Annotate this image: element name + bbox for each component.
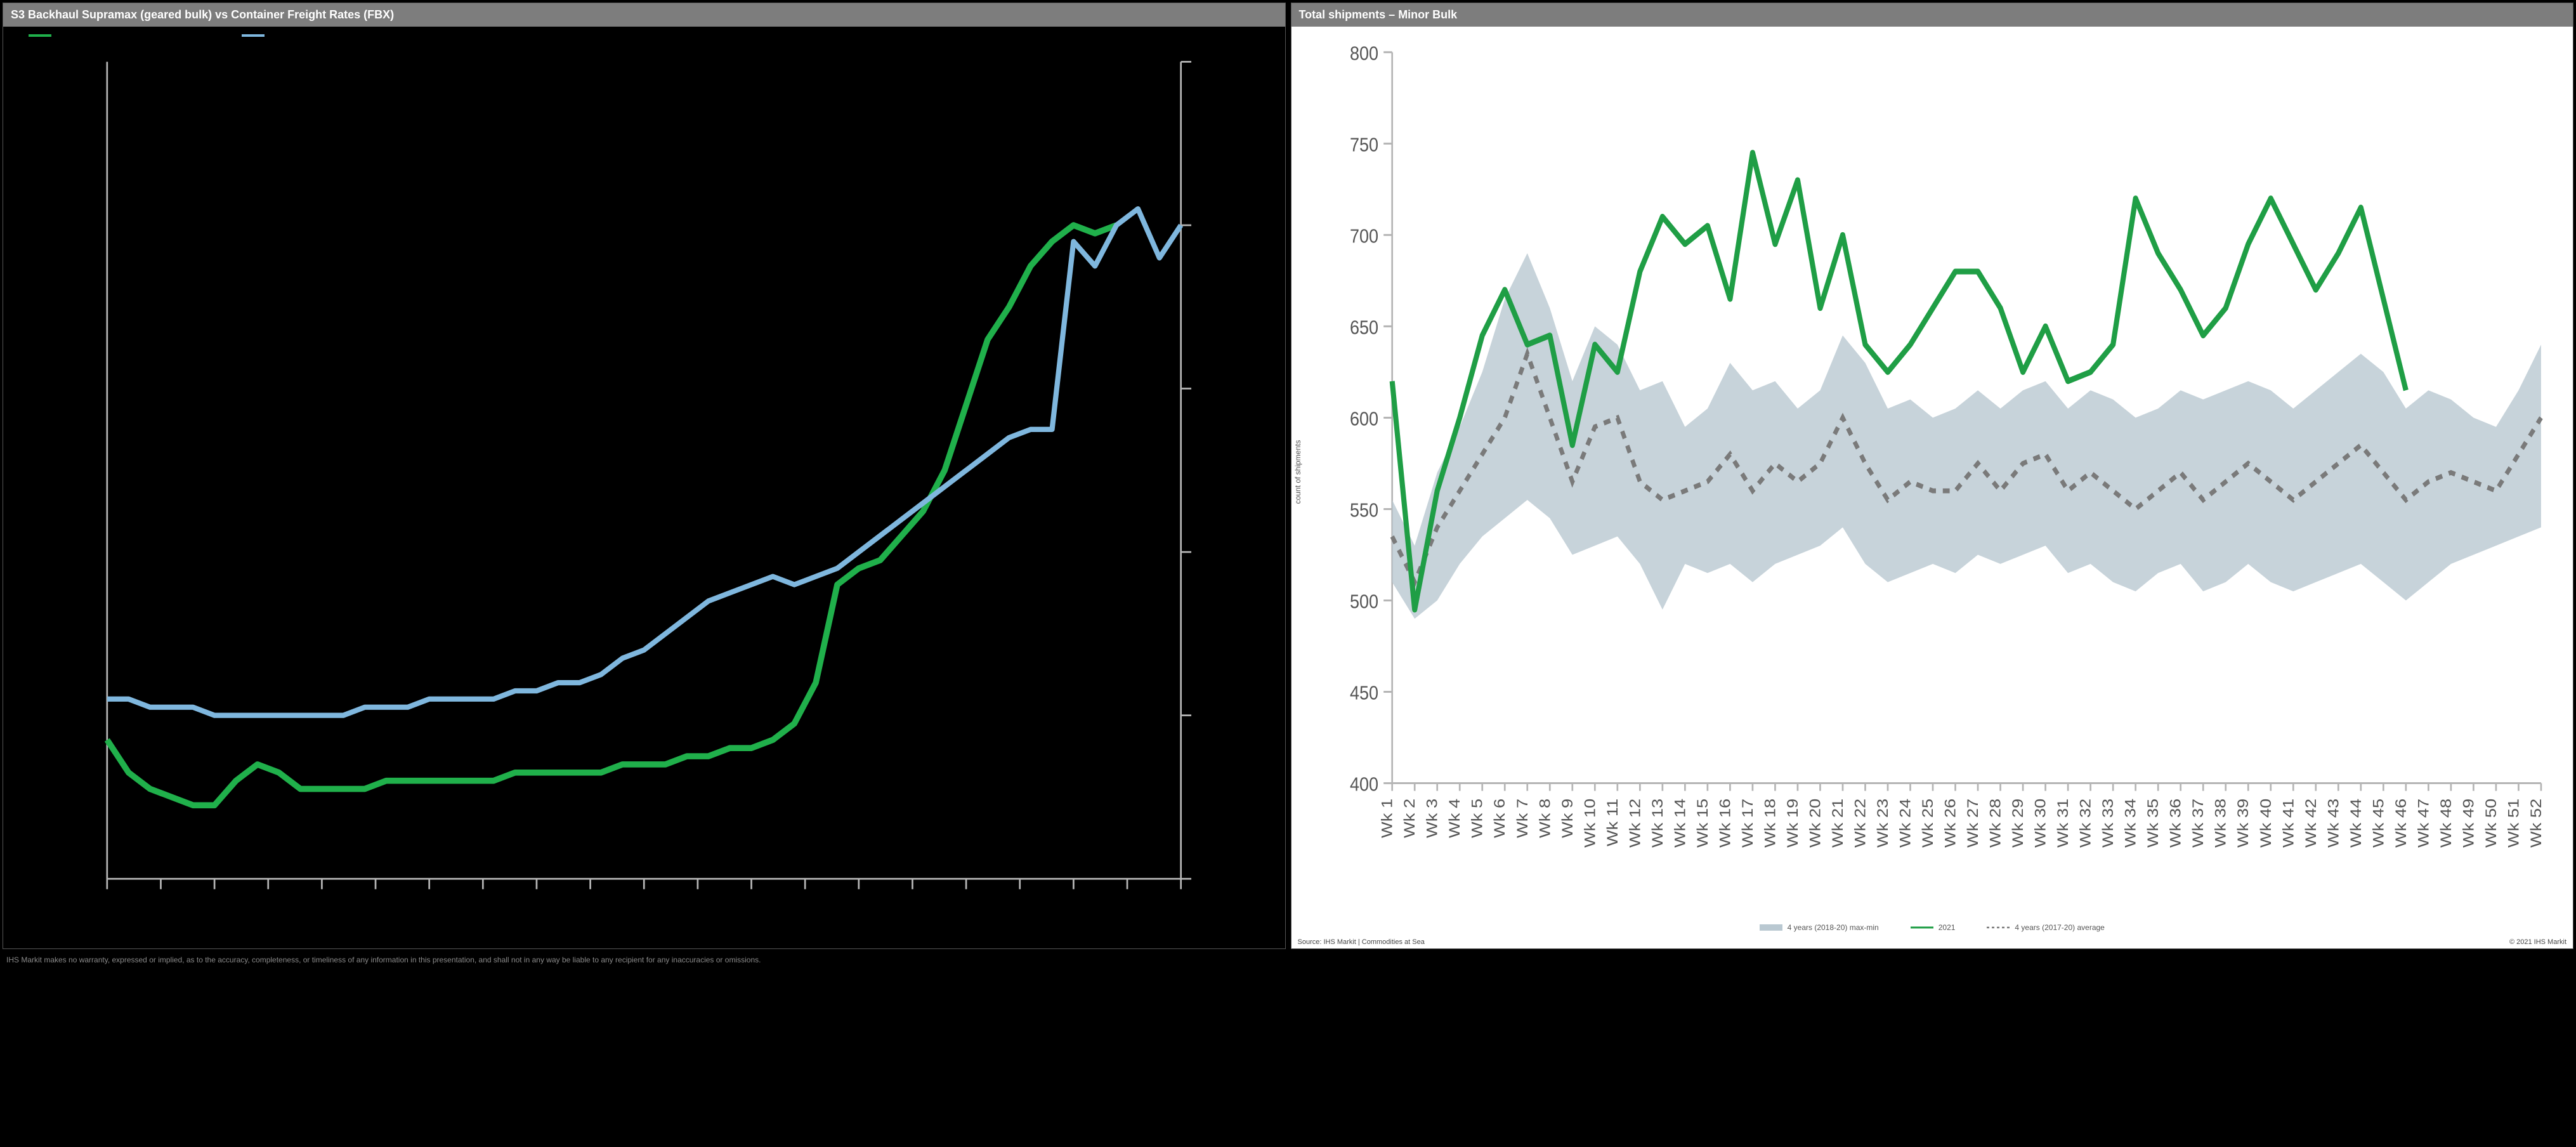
svg-text:Wk 19: Wk 19 bbox=[1784, 799, 1801, 848]
svg-text:Wk 41: Wk 41 bbox=[2280, 799, 2296, 848]
left-chart-svg bbox=[3, 44, 1285, 948]
svg-text:Wk 49: Wk 49 bbox=[2460, 799, 2476, 848]
svg-text:Wk 10: Wk 10 bbox=[1581, 799, 1598, 848]
svg-text:700: 700 bbox=[1349, 226, 1378, 247]
copyright-text: © 2021 IHS Markit bbox=[2509, 938, 2566, 946]
svg-text:Wk 45: Wk 45 bbox=[2370, 799, 2386, 848]
svg-text:Wk 15: Wk 15 bbox=[1694, 799, 1711, 848]
svg-text:Wk 50: Wk 50 bbox=[2483, 799, 2499, 848]
legend-swatch-supramax bbox=[29, 34, 51, 37]
svg-text:Wk 7: Wk 7 bbox=[1514, 799, 1531, 838]
svg-text:Wk 11: Wk 11 bbox=[1604, 799, 1621, 846]
svg-text:Wk 22: Wk 22 bbox=[1852, 799, 1868, 848]
svg-text:Wk 23: Wk 23 bbox=[1874, 799, 1891, 848]
svg-text:Wk 30: Wk 30 bbox=[2032, 799, 2048, 848]
svg-text:Wk 26: Wk 26 bbox=[1942, 799, 1958, 848]
legend-item-2021: 2021 bbox=[1911, 923, 1956, 932]
svg-text:Wk 5: Wk 5 bbox=[1469, 799, 1486, 838]
svg-text:Wk 8: Wk 8 bbox=[1536, 799, 1553, 838]
svg-text:Wk 31: Wk 31 bbox=[2055, 799, 2071, 848]
svg-text:Wk 9: Wk 9 bbox=[1559, 799, 1576, 838]
left-chart-area bbox=[3, 44, 1285, 948]
svg-text:Wk 16: Wk 16 bbox=[1716, 799, 1733, 848]
svg-text:Wk 35: Wk 35 bbox=[2145, 799, 2161, 848]
svg-text:600: 600 bbox=[1349, 409, 1378, 430]
svg-text:550: 550 bbox=[1349, 500, 1378, 521]
svg-text:Wk 47: Wk 47 bbox=[2415, 799, 2431, 848]
svg-text:Wk 4: Wk 4 bbox=[1446, 799, 1463, 838]
svg-text:Wk 40: Wk 40 bbox=[2258, 799, 2274, 848]
svg-text:Wk 2: Wk 2 bbox=[1401, 799, 1418, 838]
svg-text:Wk 52: Wk 52 bbox=[2528, 799, 2544, 848]
legend-item-avg: 4 years (2017-20) average bbox=[1987, 923, 2104, 932]
svg-text:Wk 44: Wk 44 bbox=[2348, 799, 2364, 848]
source-text: Source: IHS Markit | Commodities at Sea bbox=[1298, 938, 1425, 946]
legend-swatch-avg bbox=[1987, 923, 2010, 932]
svg-text:Wk 14: Wk 14 bbox=[1671, 799, 1688, 848]
svg-text:Wk 27: Wk 27 bbox=[1965, 799, 1981, 848]
right-title: Total shipments – Minor Bulk bbox=[1291, 3, 2573, 27]
left-legend bbox=[3, 27, 1285, 44]
svg-text:Wk 48: Wk 48 bbox=[2438, 799, 2454, 848]
svg-text:450: 450 bbox=[1349, 683, 1378, 704]
svg-text:Wk 38: Wk 38 bbox=[2213, 799, 2229, 848]
svg-text:Wk 33: Wk 33 bbox=[2100, 799, 2116, 848]
svg-text:Wk 18: Wk 18 bbox=[1762, 799, 1778, 848]
svg-text:Wk 13: Wk 13 bbox=[1649, 799, 1666, 848]
svg-text:Wk 24: Wk 24 bbox=[1897, 799, 1913, 848]
legend-swatch-2021 bbox=[1911, 923, 1933, 932]
left-title: S3 Backhaul Supramax (geared bulk) vs Co… bbox=[3, 3, 1285, 27]
svg-text:400: 400 bbox=[1349, 774, 1378, 796]
svg-text:Wk 28: Wk 28 bbox=[1987, 799, 2003, 848]
svg-text:Wk 20: Wk 20 bbox=[1807, 799, 1823, 848]
legend-swatch-band bbox=[1760, 923, 1782, 932]
svg-text:Wk 37: Wk 37 bbox=[2190, 799, 2206, 848]
svg-text:500: 500 bbox=[1349, 591, 1378, 613]
svg-text:Wk 42: Wk 42 bbox=[2303, 799, 2319, 848]
left-panel: S3 Backhaul Supramax (geared bulk) vs Co… bbox=[3, 3, 1286, 949]
svg-text:Wk 36: Wk 36 bbox=[2167, 799, 2184, 848]
chart-container: S3 Backhaul Supramax (geared bulk) vs Co… bbox=[0, 0, 2576, 952]
svg-text:Wk 34: Wk 34 bbox=[2122, 799, 2138, 848]
legend-label-band: 4 years (2018-20) max-min bbox=[1788, 923, 1879, 932]
legend-label-avg: 4 years (2017-20) average bbox=[2015, 923, 2104, 932]
svg-text:800: 800 bbox=[1349, 43, 1378, 65]
svg-text:Wk 43: Wk 43 bbox=[2325, 799, 2341, 848]
legend-label-2021: 2021 bbox=[1939, 923, 1956, 932]
svg-text:Wk 51: Wk 51 bbox=[2505, 799, 2521, 848]
right-ylabel: count of shipments bbox=[1293, 440, 1302, 504]
right-footer: Source: IHS Markit | Commodities at Sea … bbox=[1291, 936, 2573, 948]
svg-text:750: 750 bbox=[1349, 134, 1378, 156]
svg-text:Wk 21: Wk 21 bbox=[1829, 799, 1846, 848]
svg-text:Wk 17: Wk 17 bbox=[1739, 799, 1756, 848]
right-panel: Total shipments – Minor Bulk count of sh… bbox=[1291, 3, 2574, 949]
legend-swatch-fbx bbox=[242, 34, 265, 37]
svg-text:Wk 25: Wk 25 bbox=[1919, 799, 1936, 848]
right-chart-svg: 400 450 500 550 600 650 700 750 800 Wk 1 Wk 2 Wk 3 W… bbox=[1298, 33, 2567, 918]
svg-text:Wk 29: Wk 29 bbox=[2010, 799, 2026, 848]
svg-text:Wk 46: Wk 46 bbox=[2393, 799, 2409, 848]
legend-item-fbx bbox=[242, 34, 265, 37]
svg-text:Wk 12: Wk 12 bbox=[1626, 799, 1643, 848]
legend-item-band: 4 years (2018-20) max-min bbox=[1760, 923, 1879, 932]
legend-item-supramax bbox=[29, 34, 51, 37]
svg-text:Wk 1: Wk 1 bbox=[1378, 799, 1395, 838]
svg-text:650: 650 bbox=[1349, 317, 1378, 339]
svg-text:Wk 32: Wk 32 bbox=[2077, 799, 2093, 848]
svg-text:Wk 3: Wk 3 bbox=[1424, 799, 1441, 838]
right-chart-area: count of shipments 400 450 500 550 600 650 700… bbox=[1291, 27, 2573, 918]
svg-text:Wk 6: Wk 6 bbox=[1491, 799, 1508, 838]
svg-text:Wk 39: Wk 39 bbox=[2235, 799, 2251, 848]
disclaimer-text: IHS Markit makes no warranty, expressed … bbox=[0, 952, 2576, 966]
